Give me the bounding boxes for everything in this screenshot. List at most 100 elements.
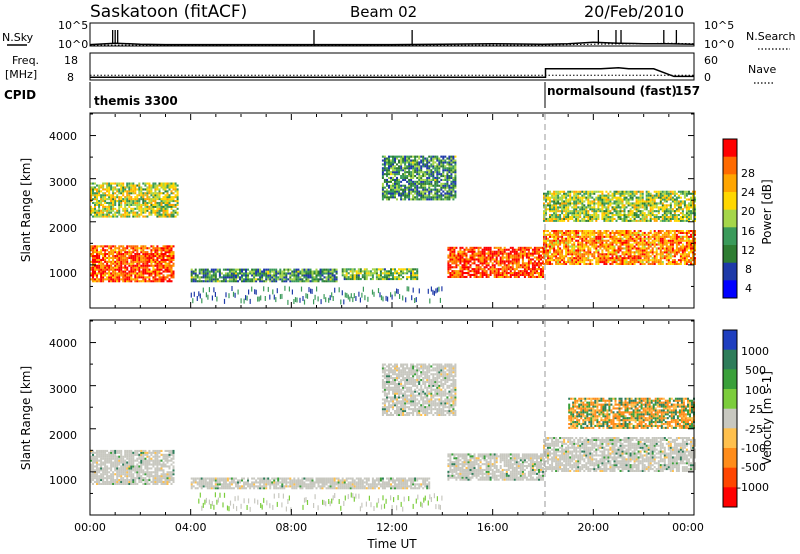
heatmap-cell <box>138 201 141 204</box>
heatmap-cell <box>463 266 466 269</box>
heatmap-cell <box>667 261 670 264</box>
heatmap-cell <box>635 231 638 234</box>
heatmap-cell <box>665 255 668 258</box>
heatmap-cell <box>485 272 488 275</box>
heatmap-cell <box>611 192 614 195</box>
heatmap-cell <box>473 268 476 271</box>
heatmap-cell <box>100 190 103 193</box>
heatmap-cell <box>132 188 135 191</box>
heatmap-cell <box>615 208 618 211</box>
heatmap-cell <box>663 247 666 250</box>
heatmap-cell <box>420 182 423 185</box>
heatmap-cell <box>545 237 548 240</box>
heatmap-cell <box>563 208 566 211</box>
heatmap-cell <box>692 245 695 248</box>
heatmap-cell <box>444 182 447 185</box>
heatmap-cell <box>595 249 598 252</box>
heatmap-cell <box>549 231 552 234</box>
heatmap-cell <box>118 205 121 208</box>
heatmap-cell <box>168 258 171 261</box>
heatmap-cell <box>501 250 504 253</box>
heatmap-cell <box>483 252 486 255</box>
heatmap-cell <box>607 257 610 260</box>
heatmap-cell <box>424 171 427 174</box>
heatmap-cell <box>665 247 668 250</box>
heatmap-cell <box>477 272 480 275</box>
heatmap-cell <box>540 268 543 271</box>
heatmap-cell <box>390 173 393 176</box>
heatmap-cell <box>98 207 101 210</box>
heatmap-cell <box>383 173 386 176</box>
heatmap-cell <box>450 176 453 179</box>
heatmap-cell <box>688 251 691 254</box>
heatmap-cell <box>134 245 137 248</box>
heatmap-cell <box>136 196 139 199</box>
heatmap-cell <box>611 237 614 240</box>
heatmap-cell <box>627 212 630 215</box>
heatmap-cell <box>114 192 117 195</box>
heatmap-cell <box>587 257 590 260</box>
heatmap-cell <box>583 245 586 248</box>
heatmap-cell <box>92 182 95 185</box>
heatmap-cell <box>547 194 550 197</box>
heatmap-cell <box>331 280 334 283</box>
heatmap-cell <box>299 278 302 281</box>
heatmap-cell <box>561 249 564 252</box>
heatmap-cell <box>557 237 560 240</box>
heatmap-cell <box>388 169 391 172</box>
heatmap-cell <box>581 202 584 205</box>
heatmap-cell <box>247 274 250 277</box>
heatmap-cell <box>583 214 586 217</box>
heatmap-cell <box>422 194 425 197</box>
heatmap-cell <box>505 256 508 259</box>
heatmap-cell <box>444 194 447 197</box>
heatmap-cell <box>573 219 576 222</box>
heatmap-cell <box>679 241 682 244</box>
heatmap-cell <box>577 200 580 203</box>
heatmap-cell <box>593 198 596 201</box>
heatmap-cell <box>525 266 528 269</box>
heatmap-cell <box>128 184 131 187</box>
heatmap-cell <box>281 270 284 273</box>
heatmap-cell <box>321 280 324 283</box>
heatmap-cell <box>398 188 401 191</box>
heatmap-cell <box>154 201 157 204</box>
heatmap-cell <box>461 256 464 259</box>
heatmap-cell <box>114 256 117 259</box>
heatmap-cell <box>289 276 292 279</box>
heatmap-cell <box>90 186 93 189</box>
heatmap-cell <box>585 245 588 248</box>
heatmap-cell <box>164 200 167 203</box>
heatmap-cell <box>222 278 225 281</box>
heatmap-cell <box>683 231 686 234</box>
heatmap-cell <box>283 278 286 281</box>
heatmap-cell <box>261 280 264 283</box>
heatmap-cell <box>412 169 415 172</box>
heatmap-cell <box>104 264 107 267</box>
heatmap-cell <box>639 247 642 250</box>
heatmap-cell <box>511 273 514 276</box>
heatmap-cell <box>499 264 502 267</box>
heatmap-cell <box>615 235 618 238</box>
heatmap-cell <box>619 262 622 265</box>
heatmap-cell <box>633 241 636 244</box>
heatmap-cell <box>677 247 680 250</box>
heatmap-cell <box>100 213 103 216</box>
heatmap-cell <box>214 270 217 273</box>
heatmap-cell <box>118 270 121 273</box>
heatmap-cell <box>392 171 395 174</box>
heatmap-cell <box>447 256 450 259</box>
heatmap-cell <box>108 207 111 210</box>
heatmap-cell <box>621 231 624 234</box>
heatmap-cell <box>665 259 668 262</box>
heatmap-cell <box>426 157 429 160</box>
heatmap-cell <box>383 270 386 273</box>
heatmap-cell <box>603 210 606 213</box>
heatmap-cell <box>136 280 139 283</box>
heatmap-cell <box>303 268 306 271</box>
heatmap-cell <box>241 276 244 279</box>
heatmap-cell <box>579 219 582 222</box>
heatmap-cell <box>629 253 632 256</box>
heatmap-cell <box>130 255 133 258</box>
heatmap-cell <box>553 253 556 256</box>
